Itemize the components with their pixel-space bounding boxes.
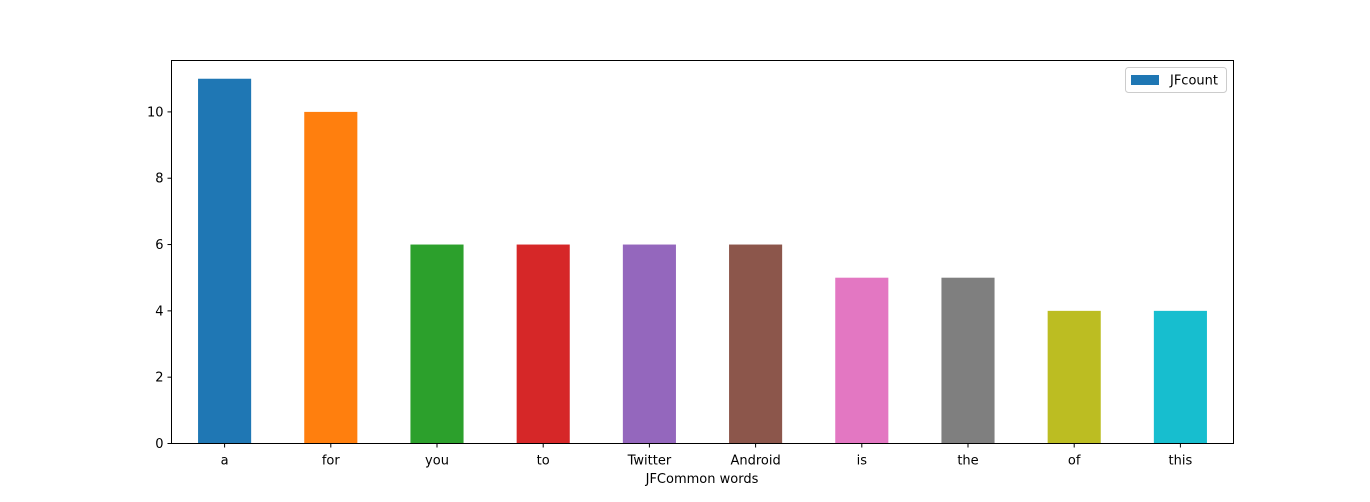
bar — [835, 277, 889, 444]
x-axis-label: JFCommon words — [645, 472, 759, 487]
legend-box — [1125, 67, 1227, 93]
x-tick-label: the — [957, 454, 978, 469]
x-tick-label: is — [857, 454, 868, 469]
bars-layer — [198, 78, 1207, 444]
x-tick-label: of — [1068, 454, 1081, 469]
y-tick-label: 6 — [155, 238, 163, 253]
y-tick-label: 10 — [147, 105, 164, 120]
y-tick-label: 2 — [155, 371, 163, 386]
legend-swatch — [1131, 75, 1159, 85]
bar — [516, 244, 570, 444]
bar — [729, 244, 783, 444]
x-tick-label: Twitter — [627, 454, 672, 469]
bar — [198, 78, 252, 444]
bar — [410, 244, 464, 444]
bar — [622, 244, 676, 444]
bar — [941, 277, 995, 444]
x-tick-label: this — [1169, 454, 1193, 469]
x-tick-label: Android — [730, 454, 780, 469]
y-tick-label: 8 — [155, 172, 163, 187]
bar — [304, 111, 358, 444]
bar — [1047, 310, 1101, 444]
bar — [1153, 310, 1207, 444]
y-tick-label: 0 — [155, 437, 163, 452]
x-tick-label: a — [221, 454, 229, 469]
plot-frame — [171, 60, 1234, 444]
axes-layer: a for you to Twitter Android is the of this 0 2 4 6 8 1… — [147, 105, 1193, 468]
y-tick-label: 4 — [155, 304, 163, 319]
x-tick-label: to — [537, 454, 550, 469]
legend: JFcount — [1125, 67, 1227, 93]
legend-label: JFcount — [1169, 74, 1218, 89]
x-tick-label: for — [322, 454, 341, 469]
x-tick-label: you — [425, 454, 449, 469]
